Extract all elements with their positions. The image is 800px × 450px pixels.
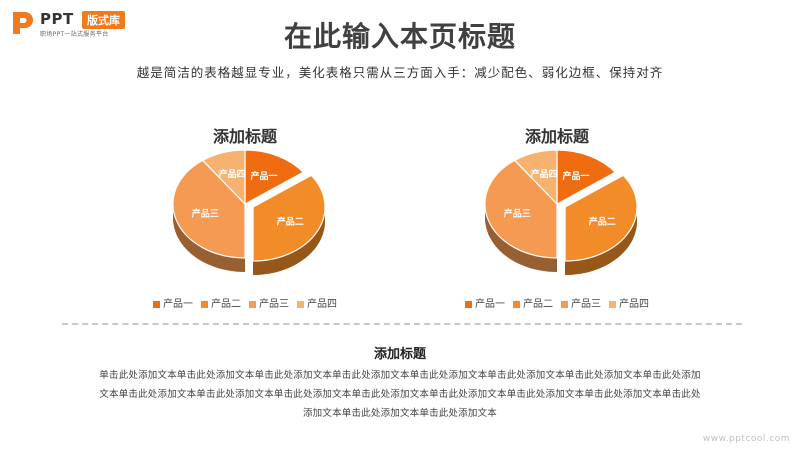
pie-slice — [244, 149, 305, 206]
legend-item: 产品二 — [201, 295, 241, 310]
legend-item: 产品一 — [153, 295, 193, 310]
pie-slice — [172, 159, 246, 259]
legend-swatch — [201, 300, 208, 308]
watermark: www.pptcool.com — [702, 434, 790, 444]
section-title: 添加标题 — [373, 347, 426, 362]
legend-item: 产品四 — [297, 295, 337, 310]
legend-label: 产品四 — [307, 299, 337, 310]
pie-slice — [513, 149, 558, 206]
legend-swatch — [465, 300, 472, 308]
legend-item: 产品三 — [249, 295, 289, 310]
logo-badge: 版式库 — [82, 11, 125, 29]
ppt-logo-icon — [13, 12, 33, 34]
dashed-divider — [62, 323, 742, 325]
legend-swatch — [609, 300, 616, 308]
pie-slice-label: 产品三 — [192, 208, 219, 220]
pie-slice-side — [253, 205, 325, 276]
pie-slice — [556, 149, 617, 206]
pie-slice-label: 产品一 — [250, 170, 277, 182]
legend-swatch — [153, 300, 160, 308]
pie-slice — [201, 149, 246, 206]
page-subtitle: 越是简洁的表格越显专业，美化表格只需从三方面入手：减少配色、弱化边框、保持对齐 — [136, 65, 664, 80]
logo: PPT 版式库 职场PPT一站式服务平台 — [10, 8, 170, 38]
legend-label: 产品一 — [163, 299, 193, 310]
pie-chart-1: 添加标题 产品一 产品二 产品三 产品四 产品一 产品二 产品三 产品四 — [80, 118, 410, 318]
pie-slice — [564, 174, 638, 262]
pie-slice-side — [565, 205, 637, 276]
legend-label: 产品三 — [259, 299, 289, 310]
legend-label: 产品二 — [211, 299, 241, 310]
legend-label: 产品三 — [571, 299, 601, 310]
pie-chart-2: 添加标题 产品一 产品二 产品三 产品四 产品一 产品二 产品三 产品四 — [392, 118, 722, 318]
pie-slice-label: 产品二 — [589, 215, 616, 227]
legend-item: 产品一 — [465, 295, 505, 310]
legend-item: 产品二 — [513, 295, 553, 310]
logo-subtitle: 职场PPT一站式服务平台 — [40, 31, 109, 38]
legend-label: 产品一 — [475, 299, 505, 310]
legend-swatch — [249, 300, 256, 308]
pie-slice — [484, 159, 558, 259]
section-body: 单击此处添加文本单击此处添加文本单击此处添加文本单击此处添加文本单击此处添加文本… — [99, 370, 701, 419]
chart-title: 添加标题 — [524, 127, 589, 146]
pie-slice-side — [485, 204, 557, 272]
chart-legend: 产品一 产品二 产品三 产品四 — [392, 295, 722, 310]
pie-slice-label: 产品一 — [562, 170, 589, 182]
pie-slice-side — [173, 204, 245, 272]
chart-title: 添加标题 — [212, 127, 277, 146]
pie-slice-label: 产品四 — [219, 168, 246, 180]
legend-swatch — [297, 300, 304, 308]
legend-label: 产品四 — [619, 299, 649, 310]
pie-slice-label: 产品三 — [504, 208, 531, 220]
page-title: 在此输入本页标题 — [283, 20, 516, 53]
legend-label: 产品二 — [523, 299, 553, 310]
logo-text: PPT — [40, 10, 74, 28]
legend-swatch — [513, 300, 520, 308]
legend-item: 产品四 — [609, 295, 649, 310]
legend-swatch — [561, 300, 568, 308]
pie-slice — [252, 174, 326, 262]
pie-slice-label: 产品二 — [277, 215, 304, 227]
chart-legend: 产品一 产品二 产品三 产品四 — [80, 295, 410, 310]
pie-slice-label: 产品四 — [531, 168, 558, 180]
legend-item: 产品三 — [561, 295, 601, 310]
